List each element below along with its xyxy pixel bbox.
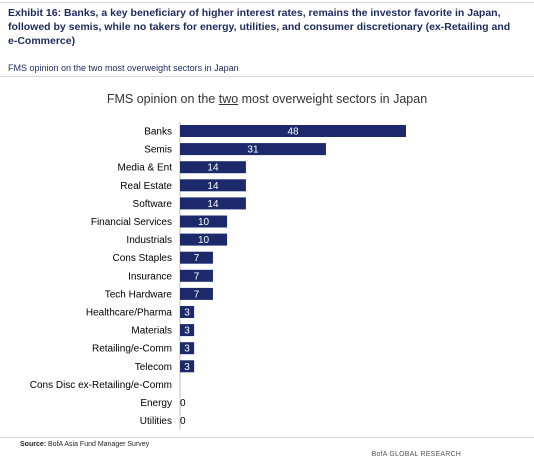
category-label-insurance: Insurance [128, 271, 172, 282]
chart-title-before: FMS opinion on the [106, 92, 219, 106]
chart-title: FMS opinion on the two most overweight s… [0, 92, 534, 106]
value-label-banks: 48 [287, 127, 299, 138]
value-label-semis: 31 [247, 145, 259, 156]
chart-title-underlined: two [218, 92, 239, 106]
value-label-healthcare-pharma: 3 [184, 308, 190, 319]
bar-insurance [180, 269, 213, 282]
value-label-cons-staples: 7 [194, 253, 200, 264]
footer-rule [0, 437, 534, 438]
category-label-banks: Banks [144, 127, 172, 138]
bar-media-ent [180, 161, 246, 174]
category-label-materials: Materials [131, 326, 172, 337]
category-label-media-ent: Media & Ent [118, 163, 173, 174]
value-label-materials: 3 [184, 326, 190, 337]
bar-financial-services [180, 215, 228, 228]
exhibit-title: Exhibit 16: Banks, a key beneficiary of … [8, 7, 511, 47]
bar-industrials [180, 233, 228, 246]
category-label-real-estate: Real Estate [120, 181, 172, 192]
value-label-telecom: 3 [184, 362, 190, 373]
bar-healthcare-pharma [180, 306, 195, 318]
category-label-retailing-e-comm: Retailing/e-Comm [92, 344, 172, 355]
bar-software [180, 197, 246, 210]
header-rule [0, 76, 534, 77]
bar-tech-hardware [180, 287, 213, 300]
value-label-energy: 0 [180, 398, 186, 409]
value-label-financial-services: 10 [198, 217, 210, 228]
bar-semis [180, 143, 326, 156]
value-label-tech-hardware: 7 [194, 289, 200, 300]
bar-banks [180, 125, 406, 137]
category-label-tech-hardware: Tech Hardware [105, 289, 173, 300]
category-label-industrials: Industrials [126, 235, 172, 246]
category-label-financial-services: Financial Services [91, 217, 172, 228]
category-label-cons-staples: Cons Staples [113, 253, 172, 264]
chart-title-after: most overweight sectors in Japan [238, 92, 428, 106]
category-label-energy: Energy [140, 398, 172, 409]
value-label-utilities: 0 [180, 416, 186, 427]
value-label-insurance: 7 [194, 271, 200, 282]
bar-retailing-e-comm [180, 342, 195, 355]
bar-telecom [180, 360, 195, 373]
value-label-software: 14 [207, 199, 219, 210]
value-label-media-ent: 14 [207, 163, 219, 174]
category-label-semis: Semis [144, 145, 172, 156]
category-label-cons-disc-ex-retailing-e-comm: Cons Disc ex-Retailing/e-Comm [30, 380, 172, 391]
value-label-industrials: 10 [198, 235, 210, 246]
source-text: BofA Asia Fund Manager Survey [46, 441, 150, 448]
exhibit-subtitle: FMS opinion on the two most overweight s… [8, 63, 239, 73]
category-label-healthcare-pharma: Healthcare/Pharma [86, 308, 173, 319]
value-label-retailing-e-comm: 3 [184, 344, 190, 355]
category-label-telecom: Telecom [135, 362, 172, 373]
source-label: Source: [20, 441, 47, 448]
category-label-software: Software [133, 199, 173, 210]
bar-cons-staples [180, 251, 213, 264]
category-label-utilities: Utilities [140, 416, 172, 427]
source-note: Source: BofA Asia Fund Manager Survey [20, 441, 149, 448]
bar-real-estate [180, 179, 246, 192]
top-rule [0, 2, 534, 3]
bar-materials [180, 324, 195, 337]
brand-mark: BofA GLOBAL RESEARCH [371, 451, 461, 458]
value-label-real-estate: 14 [207, 181, 219, 192]
